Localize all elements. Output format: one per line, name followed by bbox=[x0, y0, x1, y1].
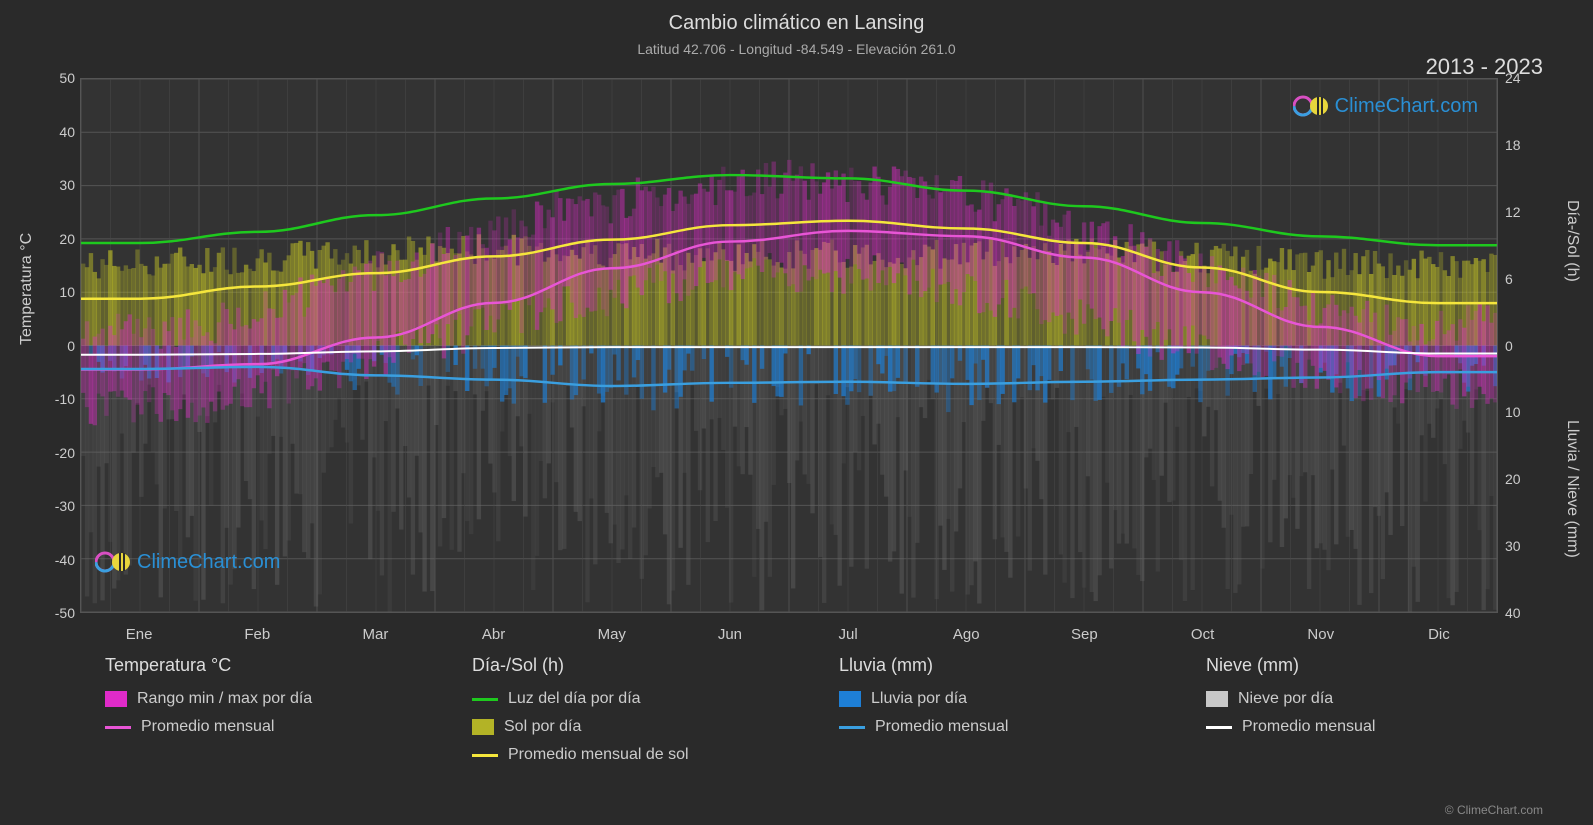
copyright: © ClimeChart.com bbox=[1445, 803, 1543, 817]
legend-title: Temperatura °C bbox=[105, 655, 432, 676]
legend-item: Promedio mensual bbox=[1206, 718, 1533, 736]
legend-label: Promedio mensual bbox=[141, 718, 274, 736]
plot-area bbox=[80, 78, 1498, 613]
legend-label: Sol por día bbox=[504, 718, 581, 736]
y-tick-left: 40 bbox=[45, 124, 75, 140]
watermark-top: ClimeChart.com bbox=[1293, 92, 1478, 120]
legend-label: Nieve por día bbox=[1238, 690, 1333, 708]
legend-item: Sol por día bbox=[472, 718, 799, 736]
legend-line-icon bbox=[1206, 726, 1232, 729]
y-tick-left: 50 bbox=[45, 70, 75, 86]
y-tick-right-sun: 6 bbox=[1505, 271, 1535, 287]
climechart-logo-icon bbox=[95, 548, 131, 576]
y-tick-right-sun: 18 bbox=[1505, 137, 1535, 153]
y-tick-right-precip: 40 bbox=[1505, 605, 1535, 621]
x-tick: Oct bbox=[1191, 626, 1214, 643]
y-tick-left: 30 bbox=[45, 177, 75, 193]
chart-subtitle: Latitud 42.706 - Longitud -84.549 - Elev… bbox=[0, 35, 1593, 57]
legend-title: Nieve (mm) bbox=[1206, 655, 1533, 676]
legend-item: Luz del día por día bbox=[472, 690, 799, 708]
legend-label: Promedio mensual bbox=[1242, 718, 1375, 736]
y-tick-right-precip: 20 bbox=[1505, 471, 1535, 487]
legend-title: Día-/Sol (h) bbox=[472, 655, 799, 676]
x-tick: Feb bbox=[244, 626, 270, 643]
legend-label: Luz del día por día bbox=[508, 690, 641, 708]
legend-item: Nieve por día bbox=[1206, 690, 1533, 708]
climechart-logo-icon bbox=[1293, 92, 1329, 120]
y-tick-left: -20 bbox=[45, 445, 75, 461]
y-tick-left: 10 bbox=[45, 284, 75, 300]
y-axis-left-label: Temperatura °C bbox=[18, 233, 36, 345]
legend-group-sun: Día-/Sol (h) Luz del día por día Sol por d… bbox=[472, 655, 799, 805]
legend-swatch-icon bbox=[472, 719, 494, 735]
legend-label: Promedio mensual de sol bbox=[508, 746, 689, 764]
legend-item: Promedio mensual de sol bbox=[472, 746, 799, 764]
x-tick: Ago bbox=[953, 626, 980, 643]
climate-chart: Cambio climático en Lansing Latitud 42.7… bbox=[0, 0, 1593, 825]
x-tick: Mar bbox=[362, 626, 388, 643]
y-tick-left: -30 bbox=[45, 498, 75, 514]
legend-swatch-icon bbox=[105, 691, 127, 707]
y-tick-right-precip: 30 bbox=[1505, 538, 1535, 554]
x-tick: Ene bbox=[126, 626, 153, 643]
y-axis-right-label-sun: Día-/Sol (h) bbox=[1563, 200, 1581, 282]
legend-line-icon bbox=[472, 754, 498, 757]
chart-title: Cambio climático en Lansing bbox=[0, 0, 1593, 35]
y-tick-left: -40 bbox=[45, 552, 75, 568]
legend-item: Promedio mensual bbox=[105, 718, 432, 736]
x-tick: Jul bbox=[838, 626, 857, 643]
y-tick-left: 20 bbox=[45, 231, 75, 247]
y-tick-left: -10 bbox=[45, 391, 75, 407]
legend-label: Lluvia por día bbox=[871, 690, 967, 708]
x-tick: May bbox=[598, 626, 626, 643]
legend-item: Promedio mensual bbox=[839, 718, 1166, 736]
y-tick-right-precip: 10 bbox=[1505, 404, 1535, 420]
legend-swatch-icon bbox=[839, 691, 861, 707]
legend-swatch-icon bbox=[1206, 691, 1228, 707]
legend-group-rain: Lluvia (mm) Lluvia por día Promedio mensua… bbox=[839, 655, 1166, 805]
x-tick: Abr bbox=[482, 626, 505, 643]
plot-svg bbox=[81, 79, 1497, 612]
legend-line-icon bbox=[105, 726, 131, 729]
y-tick-left: -50 bbox=[45, 605, 75, 621]
legend-label: Promedio mensual bbox=[875, 718, 1008, 736]
y-tick-right-sun: 0 bbox=[1505, 338, 1535, 354]
watermark-bottom: ClimeChart.com bbox=[95, 548, 280, 576]
y-tick-right-sun: 24 bbox=[1505, 70, 1535, 86]
legend-item: Lluvia por día bbox=[839, 690, 1166, 708]
watermark-text: ClimeChart.com bbox=[1335, 95, 1478, 118]
legend-line-icon bbox=[839, 726, 865, 729]
legend-title: Lluvia (mm) bbox=[839, 655, 1166, 676]
x-tick: Sep bbox=[1071, 626, 1098, 643]
y-tick-right-sun: 12 bbox=[1505, 204, 1535, 220]
y-tick-left: 0 bbox=[45, 338, 75, 354]
legend-label: Rango min / max por día bbox=[137, 690, 312, 708]
x-tick: Nov bbox=[1307, 626, 1334, 643]
x-tick: Jun bbox=[718, 626, 742, 643]
watermark-text: ClimeChart.com bbox=[137, 551, 280, 574]
legend-group-temp: Temperatura °C Rango min / max por día Pro… bbox=[105, 655, 432, 805]
legend-line-icon bbox=[472, 698, 498, 701]
legend: Temperatura °C Rango min / max por día Pro… bbox=[105, 655, 1533, 805]
y-axis-right-label-precip: Lluvia / Nieve (mm) bbox=[1563, 420, 1581, 558]
x-tick: Dic bbox=[1428, 626, 1450, 643]
legend-item: Rango min / max por día bbox=[105, 690, 432, 708]
legend-group-snow: Nieve (mm) Nieve por día Promedio mensual bbox=[1206, 655, 1533, 805]
